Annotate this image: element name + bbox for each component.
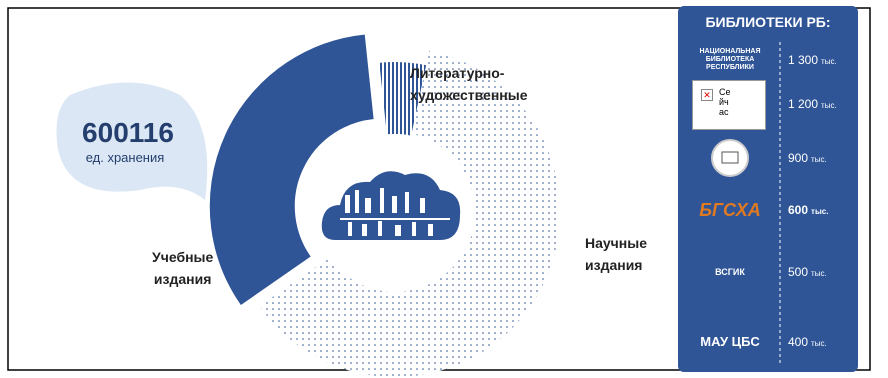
library-row: НАЦИОНАЛЬНАЯ БИБЛИОТЕКА РЕСПУБЛИКИ 1 300 т… <box>678 40 858 80</box>
callout-bubble <box>56 82 208 200</box>
library-panel: БИБЛИОТЕКИ РБ: НАЦИОНАЛЬНАЯ БИБЛИОТЕКА Р… <box>678 6 858 372</box>
amount-unit: тыс. <box>811 155 827 164</box>
library-logo: БГСХА <box>699 200 761 220</box>
segment-label: Учебные издания <box>152 249 214 287</box>
segment-label: Научные издания <box>585 235 648 273</box>
emblem-book <box>721 151 739 164</box>
amount-value: 1 300 <box>788 53 819 67</box>
library-amount: 900 тыс. <box>788 151 827 165</box>
library-amount: 1 300 тыс. <box>788 53 837 67</box>
library-amount: 1 200 тыс. <box>788 97 837 111</box>
amount-value: 500 <box>788 265 809 279</box>
emblem-ring <box>711 139 749 177</box>
library-amount: 500 тыс. <box>788 265 827 279</box>
pie-segment <box>209 34 374 306</box>
callout-label: ед. хранения <box>86 150 165 165</box>
library-logo: НАЦИОНАЛЬНАЯ БИБЛИОТЕКА РЕСПУБЛИКИ <box>699 48 761 71</box>
library-row: БГСХА 600 тыс. <box>678 190 858 230</box>
book-cloud-icon <box>321 171 461 240</box>
amount-unit: тыс. <box>811 269 827 278</box>
library-logo: МАУ ЦБС <box>700 334 760 349</box>
library-row: ✕ Се йч ас 1 200 тыс. <box>678 80 858 130</box>
pie-segment <box>259 50 561 377</box>
library-emblem <box>711 139 749 177</box>
amount-value: 1 200 <box>788 97 819 111</box>
library-amount: 600 тыс. <box>788 203 828 217</box>
segment-label: Литературно- художественные <box>410 65 528 103</box>
broken-icon: ✕ <box>701 89 713 101</box>
amount-value: 900 <box>788 151 809 165</box>
library-row: 900 тыс. <box>678 138 858 178</box>
amount-unit: тыс. <box>811 207 829 216</box>
library-amount: 400 тыс. <box>788 335 827 349</box>
library-logo: Се йч ас <box>719 87 731 117</box>
amount-value: 600 <box>788 203 809 217</box>
amount-value: 400 <box>788 335 809 349</box>
amount-unit: тыс. <box>821 57 837 66</box>
library-logo: ВСГИК <box>715 267 745 277</box>
library-row: МАУ ЦБС 400 тыс. <box>678 322 858 362</box>
panel-title: БИБЛИОТЕКИ РБ: <box>705 14 831 30</box>
broken-image: ✕ Се йч ас <box>692 80 766 130</box>
amount-unit: тыс. <box>821 101 837 110</box>
callout-value: 600116 <box>82 117 174 148</box>
library-row: ВСГИК 500 тыс. <box>678 252 858 292</box>
pie-segment <box>379 62 427 136</box>
amount-unit: тыс. <box>811 339 827 348</box>
